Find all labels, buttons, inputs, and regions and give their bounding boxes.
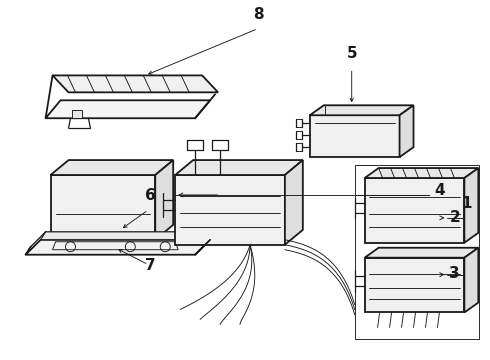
Text: 3: 3 [449, 266, 460, 281]
Polygon shape [365, 248, 478, 258]
Polygon shape [365, 258, 465, 312]
Polygon shape [365, 178, 465, 243]
Text: 7: 7 [145, 258, 156, 273]
Polygon shape [285, 160, 303, 245]
Polygon shape [175, 175, 285, 245]
Text: 4: 4 [435, 183, 445, 198]
Polygon shape [73, 110, 82, 118]
Text: 5: 5 [346, 46, 357, 62]
Polygon shape [25, 240, 210, 255]
Polygon shape [41, 232, 215, 240]
Text: 2: 2 [449, 210, 460, 225]
Polygon shape [365, 168, 478, 178]
Text: 6: 6 [145, 188, 156, 203]
Text: 1: 1 [462, 196, 472, 211]
Polygon shape [50, 160, 173, 175]
Text: 8: 8 [253, 6, 263, 22]
Polygon shape [465, 248, 478, 312]
Polygon shape [52, 75, 218, 92]
Polygon shape [46, 100, 210, 118]
Polygon shape [465, 168, 478, 243]
Polygon shape [310, 105, 414, 115]
Polygon shape [155, 160, 173, 240]
Polygon shape [50, 175, 155, 240]
Polygon shape [310, 115, 399, 157]
Polygon shape [175, 160, 303, 175]
Polygon shape [399, 105, 414, 157]
